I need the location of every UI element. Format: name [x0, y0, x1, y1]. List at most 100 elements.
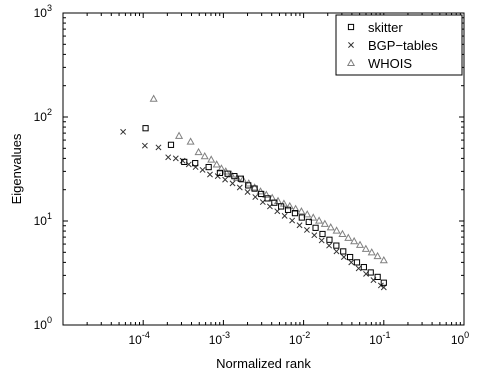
data-point-triangle	[273, 196, 283, 204]
data-point-x	[236, 184, 243, 191]
data-point-triangle	[250, 183, 259, 191]
data-point-triangle	[297, 207, 306, 215]
data-point-triangle	[207, 155, 216, 163]
data-point-triangle	[379, 255, 388, 264]
data-point-triangle	[285, 201, 294, 210]
data-point-triangle	[332, 226, 341, 234]
data-point-triangle	[200, 151, 209, 160]
data-point-triangle	[350, 236, 359, 245]
data-point-square	[326, 236, 333, 243]
data-point-triangle	[303, 210, 312, 218]
data-point-x	[214, 173, 221, 180]
data-point-triangle	[217, 164, 226, 172]
x-tick-label: 100	[451, 330, 469, 347]
data-point-triangle	[186, 137, 195, 145]
data-point-square	[167, 141, 175, 148]
data-point-x	[289, 217, 296, 224]
data-point-triangle	[344, 233, 353, 241]
data-point-triangle	[262, 190, 271, 198]
data-point-x	[340, 254, 347, 261]
legend-marker-triangle	[346, 58, 356, 67]
data-point-square	[271, 199, 278, 206]
x-axis-label: Normalized rank	[216, 356, 311, 371]
data-point-square	[346, 253, 354, 261]
data-point-x	[303, 227, 310, 233]
data-point-x	[326, 242, 333, 249]
data-point-x	[120, 128, 127, 135]
data-point-triangle	[227, 170, 236, 178]
data-point-square	[312, 224, 319, 231]
data-point-x	[222, 176, 229, 183]
data-point-square	[353, 259, 361, 266]
data-point-square	[181, 158, 188, 166]
data-point-x	[333, 248, 340, 255]
data-point-square	[258, 190, 265, 198]
data-point-triangle	[355, 240, 365, 248]
data-point-x	[141, 142, 148, 149]
data-point-triangle	[338, 229, 347, 238]
data-point-square	[231, 173, 238, 180]
data-point-square	[264, 195, 271, 202]
data-point-square	[305, 218, 312, 226]
data-point-triangle	[194, 147, 203, 156]
plot-frame	[62, 12, 465, 326]
data-point-x	[281, 212, 288, 219]
data-point-square	[142, 125, 149, 132]
data-point-x	[155, 144, 162, 151]
data-point-square	[224, 170, 231, 177]
data-point-x	[207, 171, 213, 178]
series-square-group	[142, 125, 387, 286]
data-point-square	[245, 182, 252, 189]
data-point-triangle	[175, 131, 184, 139]
data-point-square	[298, 214, 305, 221]
y-tick-label: 100	[34, 315, 52, 332]
data-point-square	[237, 175, 244, 182]
data-point-x	[252, 194, 259, 200]
legend: skitter BGP−tables WHOIS	[335, 14, 463, 76]
data-point-x	[165, 154, 172, 161]
data-point-triangle	[212, 160, 221, 168]
data-point-square	[367, 269, 374, 276]
y-axis-label: Eigenvalues	[9, 133, 24, 204]
x-tick-label: 10-1	[369, 330, 390, 347]
data-point-square	[333, 242, 340, 249]
data-point-triangle	[373, 251, 382, 260]
data-point-x	[229, 180, 236, 187]
data-point-x	[199, 166, 206, 173]
data-point-triangle	[238, 175, 247, 183]
legend-label: BGP−tables	[368, 38, 438, 53]
data-point-triangle	[309, 213, 318, 221]
legend-marker-square	[347, 23, 355, 31]
data-point-x	[311, 232, 318, 239]
data-point-square	[380, 279, 387, 286]
y-tick-label: 103	[34, 3, 52, 20]
data-point-square	[319, 230, 326, 238]
data-point-x	[244, 189, 251, 195]
x-tick-label: 10-3	[209, 330, 230, 347]
data-point-x	[355, 265, 362, 272]
data-point-x	[318, 237, 325, 244]
data-point-square	[374, 273, 381, 281]
plot-marks	[120, 94, 388, 291]
data-point-square	[205, 163, 212, 171]
y-tick-label: 102	[34, 107, 52, 124]
data-point-triangle	[315, 216, 324, 224]
x-tick-label: 10-4	[129, 330, 150, 347]
data-point-x	[296, 222, 303, 229]
data-point-square	[291, 210, 299, 217]
data-point-square	[216, 169, 224, 177]
data-point-square	[360, 264, 367, 271]
data-point-triangle	[291, 204, 300, 212]
data-point-square	[192, 160, 199, 167]
data-point-triangle	[149, 94, 158, 102]
legend-box	[335, 14, 463, 76]
data-point-square	[340, 248, 347, 255]
data-point-triangle	[361, 244, 370, 252]
axis-ticks: 10-4 10-3 10-2 10-1 100 100 101 102 103	[34, 3, 470, 347]
data-point-square	[284, 206, 292, 213]
x-tick-label: 10-2	[289, 330, 310, 347]
data-point-x	[172, 155, 179, 162]
data-point-square	[251, 185, 258, 192]
data-point-triangle	[367, 248, 376, 256]
